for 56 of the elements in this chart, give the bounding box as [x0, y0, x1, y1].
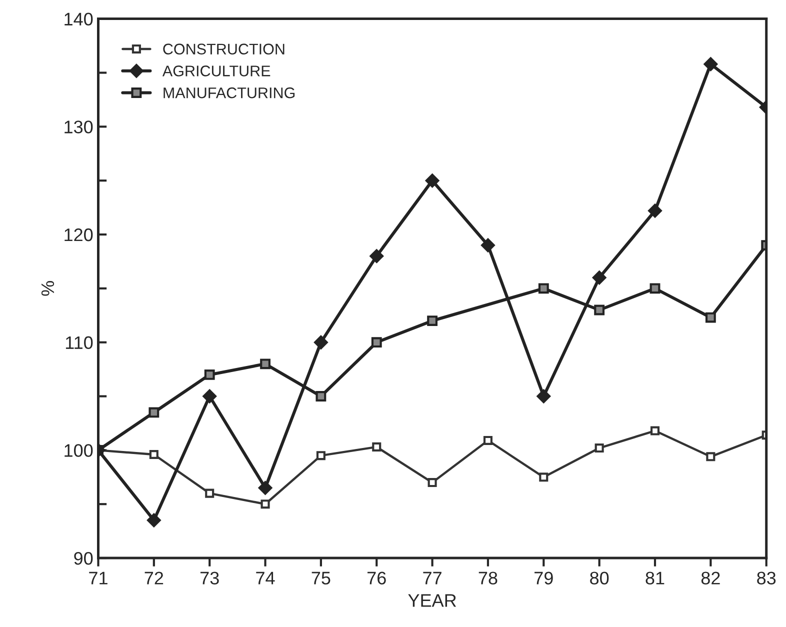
point — [260, 500, 270, 509]
legend-label: MANUFACTURING — [164, 87, 295, 98]
y-axis-title: % — [41, 281, 54, 296]
point — [204, 369, 215, 380]
point — [314, 335, 328, 350]
point — [594, 444, 604, 453]
y-tick-label: 90 — [74, 552, 93, 565]
x-tick-label: 81 — [646, 572, 664, 584]
point — [316, 451, 326, 460]
y-tick-label: 120 — [64, 228, 93, 242]
point — [481, 238, 495, 252]
y-tick-label: 100 — [64, 444, 93, 457]
x-axis-title: YEAR — [408, 594, 456, 607]
x-tick-label: 82 — [701, 572, 720, 584]
legend-label: CONSTRUCTION — [163, 44, 284, 54]
x-tick-label: 75 — [312, 572, 330, 584]
x-tick-label: 78 — [478, 572, 498, 584]
point — [371, 337, 382, 348]
point — [258, 480, 272, 495]
point — [205, 488, 214, 498]
x-tick-label: 77 — [423, 572, 442, 584]
point — [370, 249, 384, 264]
point — [149, 450, 158, 460]
x-tick-label: 76 — [368, 572, 386, 584]
point — [704, 57, 718, 72]
point — [425, 174, 440, 188]
point — [146, 513, 161, 528]
x-tick-label: 72 — [144, 572, 164, 584]
x-tick-label: 83 — [757, 572, 776, 584]
point — [705, 312, 716, 323]
x-tick-label: 79 — [534, 572, 553, 584]
point — [372, 442, 382, 452]
point — [427, 316, 438, 326]
point — [650, 283, 660, 294]
point — [650, 426, 660, 436]
point — [539, 472, 548, 482]
point — [538, 283, 549, 294]
point — [592, 270, 606, 285]
x-tick-label: 80 — [590, 572, 609, 584]
point — [260, 358, 270, 370]
point — [428, 478, 437, 488]
point — [483, 436, 492, 445]
point — [202, 389, 217, 404]
y-tick-label: 110 — [66, 336, 93, 350]
y-tick-label: 130 — [64, 120, 93, 134]
point — [594, 304, 605, 316]
point — [648, 204, 662, 218]
point — [148, 407, 160, 418]
point — [536, 389, 551, 404]
x-tick-label: 71 — [89, 572, 108, 584]
point — [316, 391, 326, 402]
y-tick-label: 140 — [64, 12, 93, 26]
x-tick-label: 74 — [256, 572, 275, 584]
x-tick-label: 73 — [200, 572, 219, 584]
point — [706, 452, 716, 462]
legend-label: AGRICULTURE — [162, 66, 270, 76]
